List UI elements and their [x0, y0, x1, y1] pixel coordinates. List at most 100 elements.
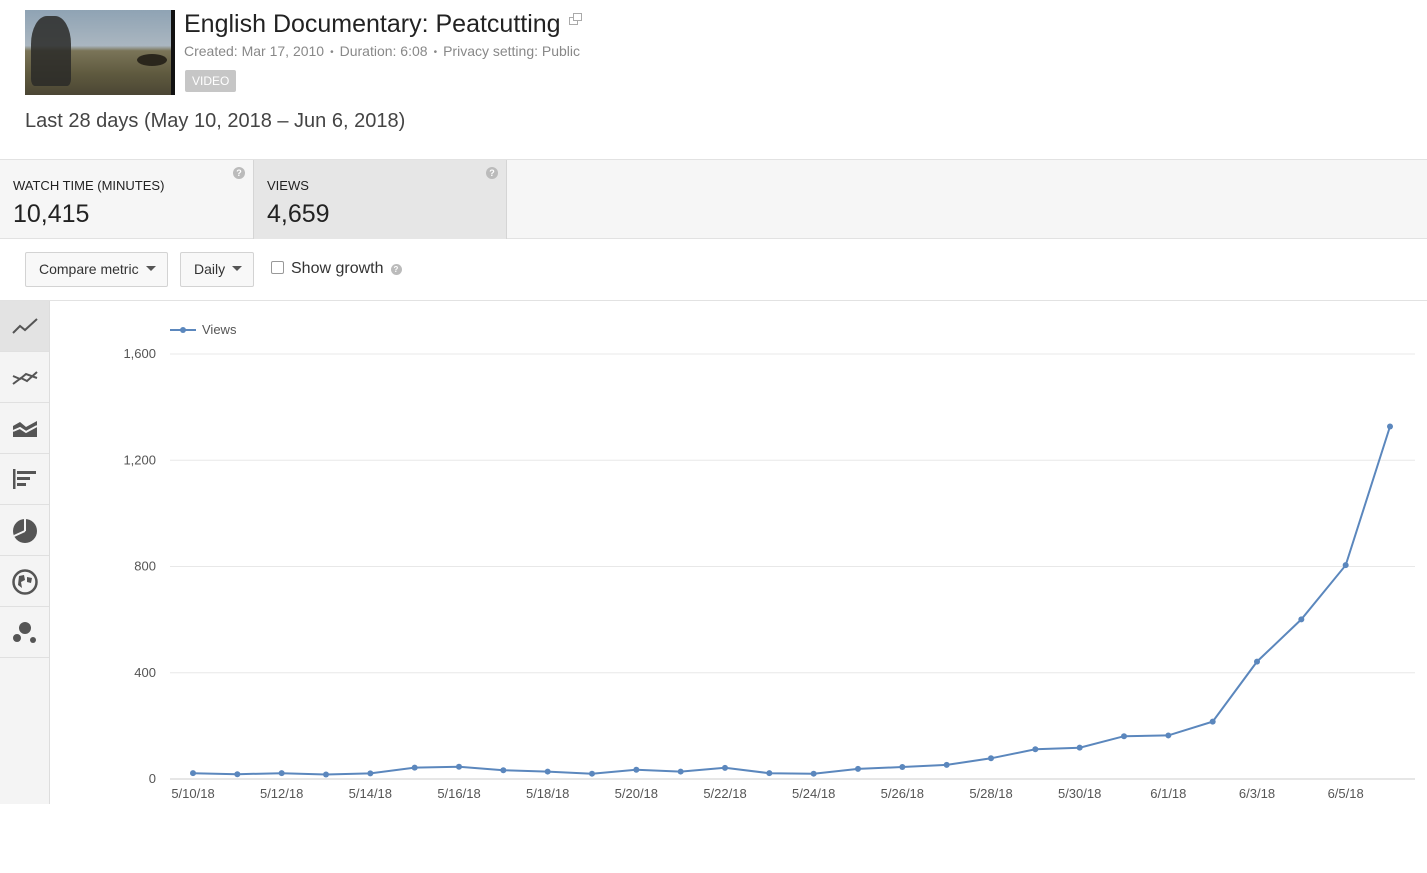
legend-label: Views	[202, 322, 237, 337]
show-growth-label[interactable]: Show growth	[291, 260, 384, 277]
data-point[interactable]	[589, 770, 595, 777]
data-point[interactable]	[1298, 616, 1305, 623]
data-point[interactable]	[367, 770, 374, 777]
help-icon[interactable]: ?	[486, 167, 498, 179]
multi-line-chart-icon	[12, 371, 38, 385]
metric-watch-time[interactable]: WATCH TIME (MINUTES) 10,415 ?	[0, 160, 253, 239]
video-title: English Documentary: Peatcutting	[184, 10, 582, 39]
data-point[interactable]	[1254, 658, 1260, 665]
metric-value: 10,415	[13, 200, 90, 228]
line-chart-icon	[12, 318, 38, 334]
stacked-area-chart-option[interactable]	[0, 403, 49, 454]
chart-controls: Compare metric Daily Show growth?	[0, 239, 1427, 301]
data-point[interactable]	[544, 768, 551, 775]
caret-down-icon	[232, 266, 243, 271]
x-tick-label: 5/12/18	[260, 786, 303, 801]
thumbnail-peat	[137, 54, 167, 66]
metric-value: 4,659	[267, 200, 330, 228]
data-point[interactable]	[456, 763, 462, 770]
x-tick-label: 5/20/18	[615, 786, 658, 801]
x-tick-label: 5/24/18	[792, 786, 835, 801]
data-point[interactable]	[677, 768, 684, 775]
x-tick-label: 6/3/18	[1239, 786, 1275, 801]
views-line-chart: 0 400 800 1,200 1,600 5/10/18 5/12/18 5/14/18 5/…	[50, 301, 1427, 804]
meta-separator: •	[330, 47, 334, 58]
data-point[interactable]	[1121, 733, 1127, 740]
data-point[interactable]	[1032, 746, 1039, 753]
help-icon[interactable]: ?	[233, 167, 245, 179]
globe-icon	[12, 569, 38, 595]
video-thumbnail[interactable]	[25, 10, 175, 95]
data-point[interactable]	[722, 764, 728, 771]
data-point[interactable]	[323, 771, 329, 778]
thumbnail-person	[31, 16, 71, 86]
legend-marker	[180, 327, 186, 333]
chart-canvas: 0 400 800 1,200 1,600 5/10/18 5/12/18 5/14/18 5/…	[123, 322, 1415, 801]
created-date: Created: Mar 17, 2010	[184, 43, 325, 59]
data-point[interactable]	[1165, 732, 1172, 739]
data-point[interactable]	[766, 770, 773, 777]
x-tick-label: 5/10/18	[171, 786, 214, 801]
data-point[interactable]	[1209, 718, 1216, 725]
metric-label: WATCH TIME (MINUTES)	[13, 178, 165, 193]
geography-option[interactable]	[0, 556, 49, 607]
x-tick-label: 5/14/18	[349, 786, 392, 801]
stacked-area-chart-icon	[12, 421, 38, 437]
date-range[interactable]: Last 28 days (May 10, 2018 – Jun 6, 2018…	[25, 110, 406, 132]
metrics-bar: WATCH TIME (MINUTES) 10,415 ? VIEWS 4,65…	[0, 159, 1427, 239]
compare-metric-button[interactable]: Compare metric	[25, 252, 168, 287]
y-tick-label: 800	[134, 559, 156, 574]
data-point[interactable]	[278, 770, 285, 777]
meta-separator: •	[433, 47, 438, 58]
help-icon[interactable]: ?	[390, 264, 402, 275]
x-tick-label: 5/22/18	[703, 786, 746, 801]
y-tick-label: 400	[134, 665, 156, 680]
data-point[interactable]	[500, 767, 507, 774]
interval-label: Daily	[194, 261, 226, 277]
metric-views[interactable]: VIEWS 4,659 ?	[253, 160, 507, 239]
compare-metric-label: Compare metric	[39, 261, 139, 277]
video-duration: Duration: 6:08	[339, 43, 428, 59]
x-tick-label: 5/30/18	[1058, 786, 1101, 801]
data-point[interactable]	[234, 771, 241, 778]
data-point[interactable]	[810, 770, 817, 777]
metric-label: VIEWS	[267, 178, 309, 193]
video-type-badge: VIDEO	[185, 70, 237, 92]
data-point[interactable]	[633, 766, 640, 773]
privacy-setting: Privacy setting: Public	[443, 43, 581, 59]
multi-line-chart-option[interactable]	[0, 352, 49, 403]
bubble-chart-icon	[13, 622, 36, 643]
series-line-views	[192, 426, 1391, 776]
show-growth-checkbox[interactable]	[271, 261, 284, 274]
external-link-icon[interactable]	[568, 13, 582, 26]
video-title-text: English Documentary: Peatcutting	[184, 10, 561, 38]
video-header: English Documentary: Peatcutting Created…	[25, 10, 825, 100]
chart-type-sidebar	[0, 301, 50, 804]
data-point[interactable]	[1387, 423, 1393, 430]
line-chart-option[interactable]	[0, 301, 49, 352]
data-point[interactable]	[855, 765, 861, 772]
x-tick-label: 5/18/18	[526, 786, 569, 801]
bubble-chart-option[interactable]	[0, 607, 49, 658]
bar-chart-icon	[13, 469, 36, 489]
pie-chart-option[interactable]	[0, 505, 49, 556]
data-point[interactable]	[190, 770, 196, 777]
bar-chart-option[interactable]	[0, 454, 49, 505]
y-tick-label: 1,200	[123, 452, 156, 467]
data-point[interactable]	[943, 761, 950, 768]
x-tick-label: 6/1/18	[1150, 786, 1186, 801]
interval-dropdown[interactable]: Daily	[180, 252, 254, 287]
x-tick-label: 5/16/18	[437, 786, 480, 801]
x-tick-label: 5/26/18	[881, 786, 924, 801]
x-tick-label: 5/28/18	[969, 786, 1012, 801]
data-point[interactable]	[899, 764, 906, 771]
x-tick-label: 6/5/18	[1328, 786, 1364, 801]
y-tick-label: 1,600	[123, 346, 156, 361]
show-growth: Show growth?	[271, 260, 402, 278]
data-point[interactable]	[1076, 744, 1083, 751]
pie-chart-icon	[13, 519, 37, 543]
data-point[interactable]	[411, 764, 418, 771]
y-tick-label: 0	[149, 771, 156, 786]
data-point[interactable]	[988, 755, 994, 762]
data-point[interactable]	[1342, 562, 1349, 569]
